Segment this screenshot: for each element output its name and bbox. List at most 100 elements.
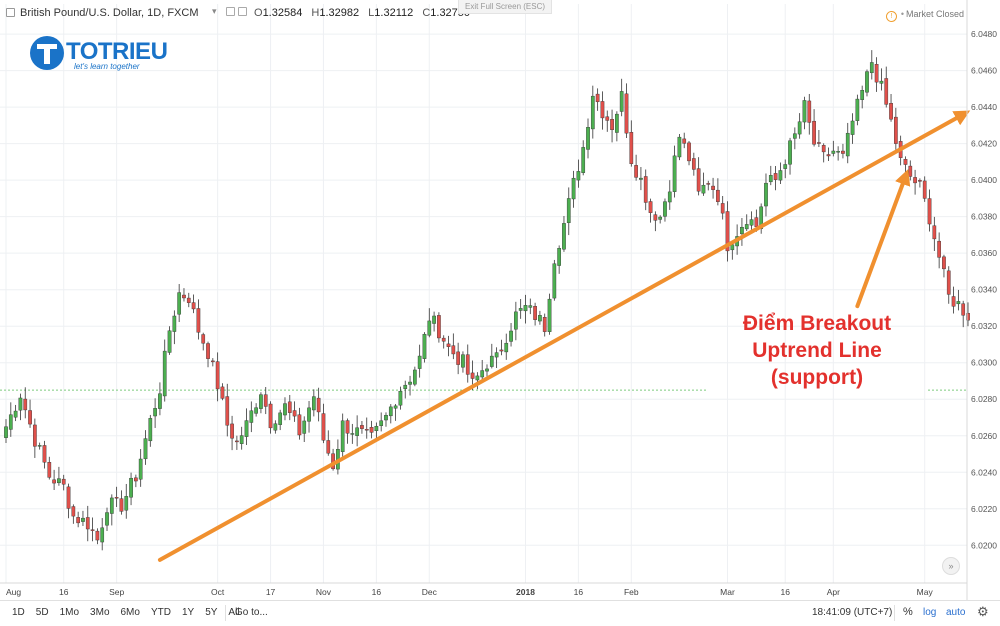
exit-fullscreen-button[interactable]: Exit Full Screen (ESC) [458, 0, 553, 14]
candle[interactable] [562, 215, 566, 252]
candle[interactable] [287, 394, 292, 421]
candle[interactable] [667, 180, 672, 210]
candle[interactable] [475, 372, 480, 390]
candle[interactable] [278, 409, 283, 431]
candle[interactable] [682, 132, 687, 149]
candle[interactable] [191, 294, 196, 314]
candle[interactable] [494, 347, 499, 368]
candle[interactable] [951, 286, 956, 314]
range-1mo-button[interactable]: 1Mo [59, 607, 80, 618]
candle[interactable] [634, 154, 638, 181]
breakout-pointer-arrow[interactable] [855, 168, 911, 309]
candle[interactable] [533, 302, 537, 326]
candle[interactable] [884, 66, 889, 108]
candle[interactable] [76, 511, 80, 528]
candle[interactable] [624, 83, 629, 139]
candle[interactable] [297, 407, 302, 440]
candle[interactable] [432, 311, 436, 332]
candle[interactable] [134, 474, 138, 488]
candle[interactable] [908, 160, 913, 181]
uptrend-support-line[interactable] [157, 110, 971, 562]
candle[interactable] [143, 430, 148, 465]
candle[interactable] [302, 416, 307, 443]
candle[interactable] [528, 298, 533, 315]
candle[interactable] [812, 109, 816, 147]
candle[interactable] [244, 408, 249, 446]
candle[interactable] [595, 88, 600, 111]
candle[interactable] [114, 486, 119, 508]
candle[interactable] [600, 91, 605, 130]
candle[interactable] [331, 448, 335, 471]
candle[interactable] [465, 344, 470, 383]
candle[interactable] [71, 504, 76, 524]
candle[interactable] [259, 392, 263, 414]
candle[interactable] [629, 120, 634, 167]
scroll-to-realtime-button[interactable]: » [942, 557, 960, 575]
range-6mo-button[interactable]: 6Mo [120, 607, 140, 618]
candle[interactable] [28, 399, 32, 428]
candle[interactable] [571, 170, 576, 208]
candle[interactable] [148, 414, 153, 447]
candle[interactable] [648, 198, 653, 223]
candle[interactable] [874, 57, 879, 92]
candle[interactable] [855, 94, 860, 126]
range-ytd-button[interactable]: YTD [150, 607, 171, 618]
candle[interactable] [206, 341, 210, 368]
candle[interactable] [427, 308, 432, 338]
candle[interactable] [869, 50, 874, 80]
candle[interactable] [153, 398, 157, 428]
candle[interactable] [369, 420, 374, 439]
candle[interactable] [889, 94, 893, 122]
range-1d-button[interactable]: 1D [12, 607, 25, 618]
candle[interactable] [225, 383, 230, 437]
candle[interactable] [687, 140, 691, 166]
log-scale-button[interactable]: log [923, 607, 937, 618]
auto-scale-button[interactable]: auto [946, 607, 966, 618]
candle[interactable] [8, 402, 13, 437]
candle[interactable] [903, 156, 908, 176]
candle[interactable] [566, 187, 571, 236]
candle[interactable] [749, 211, 754, 231]
candle[interactable] [254, 403, 258, 417]
candle[interactable] [586, 118, 590, 159]
candle[interactable] [235, 435, 239, 450]
candle[interactable] [817, 129, 821, 148]
candle[interactable] [956, 289, 961, 311]
candle[interactable] [677, 133, 682, 161]
candle[interactable] [316, 387, 321, 422]
candle[interactable] [13, 404, 18, 422]
candle[interactable] [167, 326, 172, 355]
candle[interactable] [360, 421, 364, 434]
candle[interactable] [249, 401, 254, 433]
candle[interactable] [403, 380, 408, 399]
goto-button[interactable]: Go to... [235, 607, 268, 618]
candle[interactable] [307, 400, 311, 433]
candle[interactable] [162, 339, 167, 402]
candle[interactable] [182, 288, 186, 302]
candle[interactable] [538, 310, 542, 325]
candle[interactable] [831, 140, 836, 157]
candle[interactable] [311, 389, 316, 417]
candle[interactable] [879, 68, 884, 91]
candle[interactable] [639, 167, 643, 191]
candle[interactable] [499, 339, 504, 356]
candle[interactable] [716, 178, 720, 206]
candle[interactable] [720, 196, 725, 220]
candle[interactable] [615, 111, 619, 142]
candle[interactable] [100, 518, 105, 551]
candle[interactable] [210, 358, 215, 367]
candle[interactable] [942, 254, 946, 278]
candle[interactable] [610, 109, 614, 143]
candle[interactable] [576, 159, 581, 188]
candle[interactable] [90, 517, 95, 542]
candle[interactable] [485, 364, 489, 377]
candle[interactable] [158, 382, 162, 416]
candle[interactable] [509, 323, 513, 347]
candle[interactable] [129, 472, 133, 506]
candle[interactable] [894, 107, 898, 154]
candle[interactable] [932, 216, 937, 252]
candle[interactable] [105, 507, 109, 531]
candle[interactable] [581, 140, 586, 176]
candle[interactable] [4, 419, 8, 444]
candle[interactable] [913, 169, 917, 195]
